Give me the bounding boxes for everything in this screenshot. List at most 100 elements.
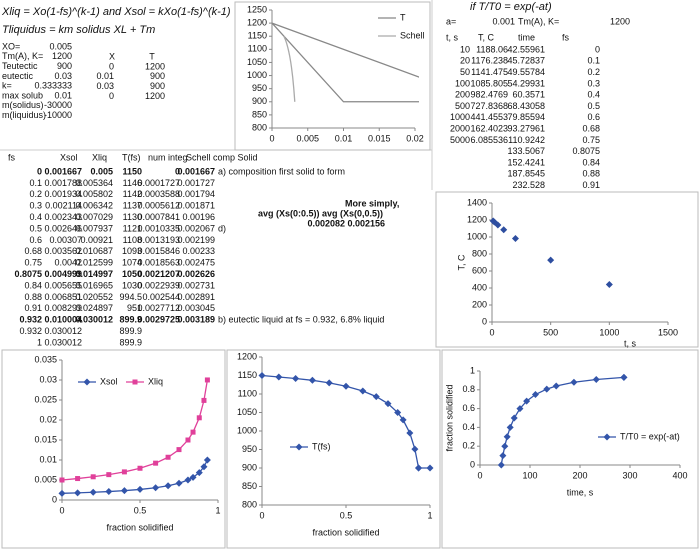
y-tick-label: 800 (242, 499, 257, 509)
cell: 0.002156 (347, 218, 385, 228)
chart-area (435, 191, 699, 348)
cell: 0.6 (29, 235, 42, 245)
cell: 1200 (145, 91, 165, 101)
point (204, 377, 210, 383)
param-label: m(solidus) (2, 100, 44, 110)
point (189, 473, 197, 481)
cell: 0.00921 (80, 235, 113, 245)
y-tick-label: 1200 (467, 214, 487, 224)
cell: 0.00307 (49, 235, 82, 245)
cell: 0.932 (19, 315, 42, 325)
y-tick-label: 1100 (248, 44, 267, 54)
y-tick-label: 1200 (247, 17, 267, 27)
x-tick-label: 1 (215, 505, 220, 515)
y-tick-label: 1100 (238, 388, 257, 398)
column-header: Xsol (60, 152, 78, 162)
cell: 79.85594 (507, 112, 545, 122)
cell: 60.3571 (512, 90, 545, 100)
cell: 0.030012 (44, 337, 82, 347)
column-header: Xliq (92, 152, 107, 162)
y-tick-label: 950 (252, 83, 267, 93)
cell: 0.004999 (44, 269, 82, 279)
cell: 0.88 (24, 292, 42, 302)
param-value: 0.01 (54, 90, 72, 100)
cell: 0.002199 (177, 235, 215, 245)
legend-label: Xsol (100, 376, 118, 386)
cell: 727.8368 (470, 101, 508, 111)
cooling-title: if T/T0 = exp(-at) (470, 1, 552, 13)
x-tick-label: 0.02 (406, 133, 424, 143)
cell: 0.00196 (182, 212, 215, 222)
point (592, 375, 600, 383)
column-header: T, C (478, 32, 495, 42)
point (411, 445, 419, 453)
cell: 0.03 (96, 81, 114, 91)
cell: 100 (455, 78, 470, 88)
cell: 68.43058 (507, 101, 545, 111)
param-label: Tm(A), K= (2, 51, 43, 61)
cell: 0.2 (29, 189, 42, 199)
cell: 899.9 (119, 326, 142, 336)
cell: 0.932 (19, 326, 42, 336)
cell: 0.0013193 (137, 235, 180, 245)
point (295, 443, 303, 451)
cell: 0.030012 (44, 326, 82, 336)
param-value: 900 (57, 61, 72, 71)
cell: 0.0021207 (137, 269, 180, 279)
y-tick-label: 1050 (247, 57, 267, 67)
x-tick-label: 0 (59, 505, 64, 515)
x-tick-label: 200 (572, 470, 587, 480)
legend-label: T(fs) (312, 441, 331, 451)
cell: 0.020552 (75, 292, 113, 302)
cell: 0.0022939 (137, 280, 180, 290)
x-tick-label: 0 (259, 510, 264, 520)
y-tick-label: 1000 (247, 70, 267, 80)
cell: 0.002731 (177, 280, 215, 290)
cell: 0.88 (582, 169, 600, 179)
point (203, 456, 211, 464)
y-tick-label: 800 (252, 122, 267, 132)
point (531, 391, 539, 398)
point (494, 221, 502, 229)
param-label: Teutectic (2, 61, 38, 71)
cell: 0.001727 (177, 178, 215, 188)
x-axis-label: fraction solidified (312, 527, 379, 537)
cell: 0.005655 (44, 280, 82, 290)
cell: 0.001667 (44, 166, 82, 176)
y-tick-label: 1400 (467, 197, 487, 207)
point (547, 256, 555, 264)
legend-label: T (400, 12, 406, 22)
cell: 0.002891 (177, 292, 215, 302)
point (136, 485, 144, 493)
x-tick-label: 1000 (599, 327, 619, 337)
y-tick-label: 900 (252, 96, 267, 106)
point (503, 433, 511, 441)
point (152, 484, 160, 492)
column-header: T(fs) (122, 152, 141, 162)
point (511, 234, 519, 242)
cell: 0 (595, 44, 600, 54)
cell: 0.001794 (177, 189, 215, 199)
cell: 0.3 (29, 201, 42, 211)
point (59, 477, 65, 483)
cell: 152.4241 (507, 157, 545, 167)
point (415, 464, 423, 472)
chart-area (1, 349, 226, 549)
cell: 0.002067 (177, 223, 215, 233)
cell: 1137 (123, 201, 142, 211)
point (195, 469, 203, 477)
cell: 0.006342 (75, 201, 113, 211)
cell: 1150 (122, 166, 142, 176)
point (105, 488, 113, 496)
cell: 0.002114 (45, 201, 82, 211)
cell: 5000 (450, 135, 470, 145)
point (165, 454, 171, 460)
cell: 899.9 (119, 337, 142, 347)
cell: 0.75 (24, 258, 42, 268)
cell: 0.5 (587, 101, 600, 111)
y-tick-label: 0 (52, 494, 57, 504)
cell: 6.085536 (470, 135, 508, 145)
param-value: 0.333333 (34, 81, 72, 91)
cell: 1121 (123, 223, 142, 233)
point (603, 433, 611, 441)
